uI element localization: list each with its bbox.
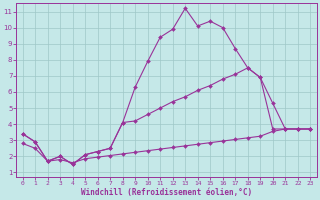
X-axis label: Windchill (Refroidissement éolien,°C): Windchill (Refroidissement éolien,°C) (81, 188, 252, 197)
